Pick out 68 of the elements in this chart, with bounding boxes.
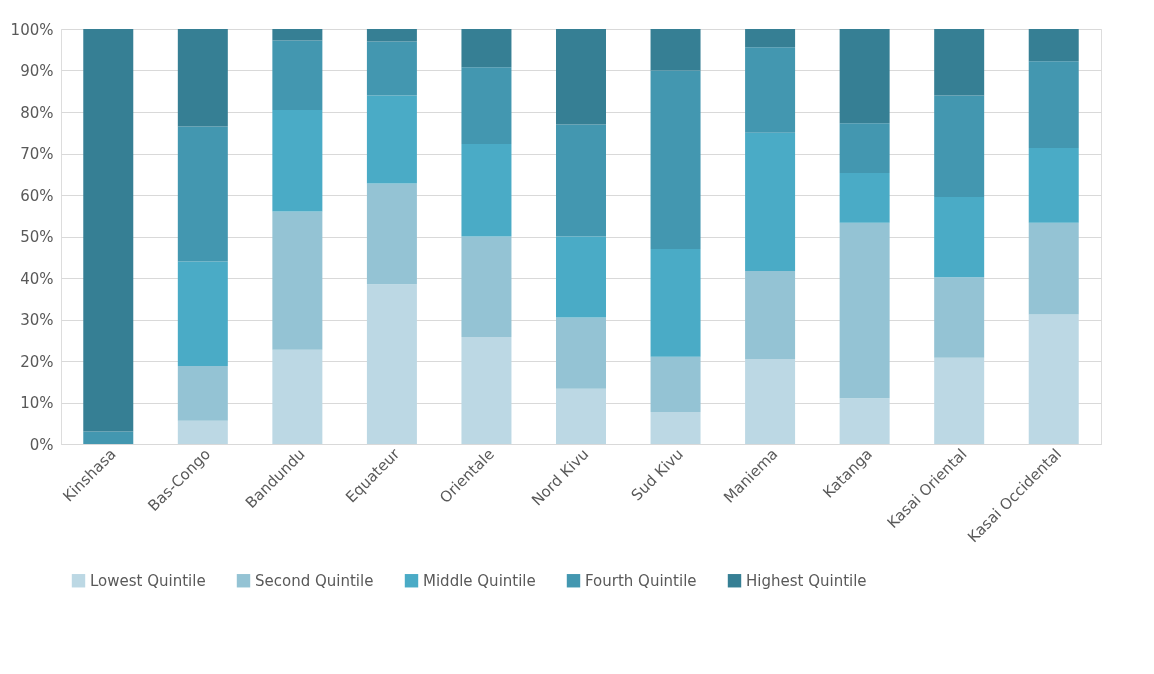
- bar: [366, 29, 417, 42]
- bar: [177, 420, 228, 444]
- y-tick-label: 10%: [20, 394, 54, 412]
- bar: [745, 270, 796, 359]
- bar: [745, 47, 796, 133]
- bar: [839, 173, 890, 223]
- y-tick-label: 80%: [20, 103, 54, 122]
- bar: [177, 126, 228, 262]
- bar: [272, 349, 323, 444]
- bar: [650, 248, 701, 357]
- bar: [839, 123, 890, 174]
- bar: [934, 29, 985, 96]
- legend-label: Middle Quintile: [423, 571, 536, 590]
- bar: [461, 29, 512, 68]
- bar: [556, 236, 606, 318]
- bar: [272, 109, 323, 212]
- bar: [745, 132, 796, 271]
- bar: [556, 29, 606, 125]
- legend-label: Second Quintile: [255, 571, 374, 590]
- y-tick-label: 70%: [20, 145, 54, 163]
- bar: [366, 284, 417, 444]
- bar: [934, 95, 985, 198]
- bar: [1028, 29, 1079, 62]
- bar: [839, 29, 890, 124]
- legend-label: Highest Quintile: [746, 571, 867, 590]
- y-tick-label: 0%: [29, 435, 54, 454]
- bar: [650, 412, 701, 444]
- bar: [650, 29, 701, 71]
- y-tick-label: 40%: [20, 269, 54, 288]
- bar: [556, 124, 606, 237]
- bar: [556, 317, 606, 389]
- bar: [83, 29, 134, 432]
- bar: [177, 261, 228, 366]
- bar: [461, 67, 512, 144]
- bar: [934, 277, 985, 358]
- y-tick-label: 100%: [10, 20, 54, 39]
- y-tick-label: 30%: [20, 311, 54, 329]
- legend-label: Lowest Quintile: [90, 571, 206, 590]
- bar: [272, 211, 323, 350]
- bar: [839, 398, 890, 444]
- y-tick-label: 20%: [20, 352, 54, 371]
- bar: [1028, 61, 1079, 149]
- bar: [934, 197, 985, 278]
- bar: [745, 29, 796, 48]
- y-tick-label: 50%: [20, 228, 54, 246]
- bar: [461, 143, 512, 237]
- bar: [934, 357, 985, 444]
- bar: [650, 356, 701, 413]
- bar: [556, 388, 606, 444]
- bar: [1028, 314, 1079, 444]
- y-tick-label: 90%: [20, 62, 54, 80]
- bar: [366, 183, 417, 285]
- legend-label: Fourth Quintile: [585, 571, 697, 590]
- bar: [366, 95, 417, 184]
- bar: [272, 40, 323, 110]
- bar: [839, 222, 890, 399]
- bar: [177, 29, 228, 127]
- bar: [1028, 222, 1079, 315]
- bar: [272, 29, 323, 41]
- bar: [650, 70, 701, 249]
- bar: [461, 236, 512, 337]
- bar: [366, 41, 417, 96]
- bar: [745, 358, 796, 444]
- y-tick-label: 60%: [20, 186, 54, 205]
- bar: [177, 365, 228, 421]
- bar: [1028, 148, 1079, 223]
- bar: [83, 431, 134, 444]
- bar: [461, 336, 512, 444]
